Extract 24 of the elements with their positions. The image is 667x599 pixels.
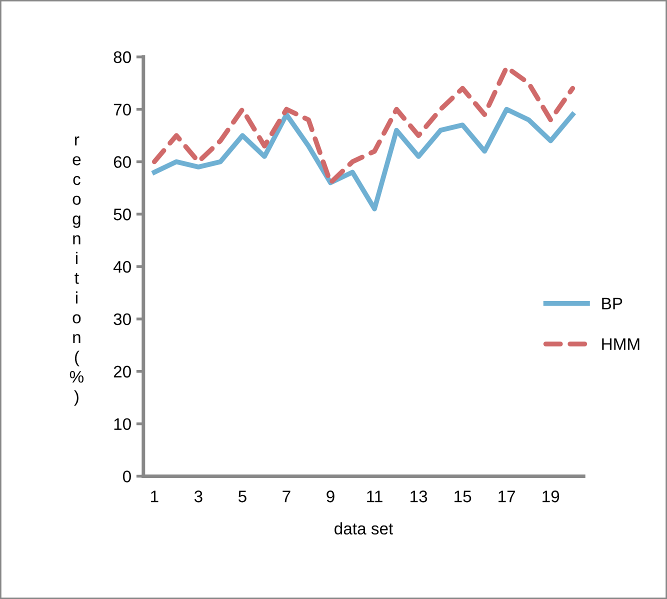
x-tick-label: 15 — [454, 490, 472, 502]
y-tick-label: 50 — [114, 208, 131, 220]
y-tick-label: 0 — [122, 470, 131, 482]
x-tick-label: 9 — [326, 490, 334, 502]
y-tick-label: 80 — [114, 51, 131, 64]
x-tick-label: 7 — [282, 490, 290, 502]
x-tick-label: 19 — [542, 490, 560, 502]
y-tick-label: 30 — [114, 313, 131, 326]
x-tick-label: 11 — [367, 490, 382, 502]
y-tick-label: 20 — [114, 366, 131, 378]
legend-label: BP — [602, 298, 622, 310]
x-tick-label: 5 — [238, 490, 246, 502]
legend-label: HMM — [602, 338, 640, 350]
x-tick-label: 1 — [151, 490, 158, 502]
x-tick-label: 3 — [194, 490, 202, 502]
y-tick-label: 70 — [114, 104, 131, 116]
x-axis-title: data set — [334, 522, 394, 535]
y-tick-label: 60 — [114, 156, 131, 168]
line-series — [152, 106, 576, 212]
y-tick-label: 10 — [114, 418, 131, 430]
text: recognition(%) — [70, 136, 84, 406]
x-tick-label: 17 — [498, 490, 516, 502]
y-tick-label: 40 — [113, 260, 131, 273]
x-tick-label: 13 — [410, 490, 428, 502]
